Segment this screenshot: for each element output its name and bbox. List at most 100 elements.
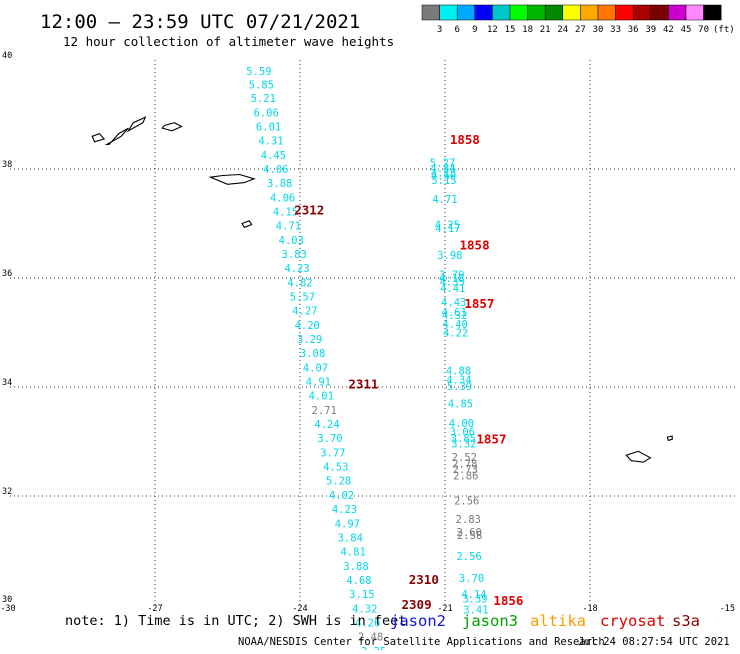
wave-height-label: 4.20 bbox=[295, 320, 320, 332]
wave-height-label: 5.85 bbox=[249, 80, 274, 92]
colorbar-tick: 33 bbox=[610, 25, 621, 35]
wave-height-label: 4.22 bbox=[443, 328, 468, 340]
colorbar-tick: 30 bbox=[593, 25, 604, 35]
wave-height-label: 5.27 bbox=[430, 157, 455, 169]
pass-time-label: 1857 bbox=[476, 431, 506, 446]
wave-height-label: 4.15 bbox=[273, 207, 298, 219]
chart-title: 12:00 — 23:59 UTC 07/21/2021 bbox=[40, 11, 360, 33]
pass-time-label: 1857 bbox=[464, 296, 494, 311]
wave-height-label: 3.39 bbox=[462, 593, 487, 605]
wave-height-label: 2.71 bbox=[312, 405, 337, 417]
footer-credit: NOAA/NESDIS Center for Satellite Applica… bbox=[238, 636, 605, 648]
wave-height-label: 6.01 bbox=[256, 121, 281, 133]
wave-height-label: 4.84 bbox=[430, 163, 455, 175]
colorbar-swatch bbox=[474, 4, 493, 21]
wave-height-label: 2.58 bbox=[457, 530, 482, 542]
wave-height-label: 4.34 bbox=[446, 374, 471, 386]
colorbar-tick: 15 bbox=[505, 25, 516, 35]
island-outline bbox=[91, 132, 106, 143]
pass-time-label: 1858 bbox=[460, 237, 490, 252]
island-outline bbox=[208, 173, 256, 185]
satellite-legend: jason2 jason3 altika cryosat s3a bbox=[390, 612, 700, 630]
x-tick-label: -27 bbox=[147, 604, 162, 614]
wave-height-label: 4.23 bbox=[332, 504, 357, 516]
colorbar-swatch bbox=[703, 4, 722, 21]
wave-height-label: 3.32 bbox=[451, 439, 476, 451]
wave-height-label: 4.82 bbox=[287, 277, 312, 289]
wave-height-label: 4.53 bbox=[323, 462, 348, 474]
wave-height-label: 4.03 bbox=[279, 235, 304, 247]
wave-height-label: 4.24 bbox=[314, 419, 339, 431]
wave-height-label: 3.83 bbox=[282, 249, 307, 261]
footer-timestamp: Jul 24 08:27:54 UTC 2021 bbox=[578, 636, 730, 648]
y-tick-label: 36 bbox=[2, 269, 12, 279]
colorbar-swatch bbox=[650, 4, 669, 21]
wave-height-label: 3.41 bbox=[463, 604, 488, 616]
wave-height-label: 2.60 bbox=[457, 527, 482, 539]
wave-height-label: 5.28 bbox=[326, 476, 351, 488]
colorbar-swatch bbox=[615, 4, 634, 21]
wave-height-label: 4.43 bbox=[441, 297, 466, 309]
wave-height-label: 4.27 bbox=[292, 306, 317, 318]
colorbar-swatch bbox=[580, 4, 599, 21]
wave-height-label: 4.45 bbox=[261, 150, 286, 162]
x-tick-label: -18 bbox=[582, 604, 597, 614]
wave-height-label: 5.59 bbox=[246, 66, 271, 78]
wave-height-label: 3.70 bbox=[317, 433, 342, 445]
plot-area: -30 -27 -24 -21 -18 -153032343638405.595.855.… bbox=[0, 51, 735, 654]
colorbar-swatch bbox=[632, 4, 652, 21]
colorbar-swatch bbox=[562, 4, 581, 21]
wave-height-label: 4.68 bbox=[346, 575, 371, 587]
y-tick-label: 40 bbox=[2, 51, 12, 61]
island-outline bbox=[161, 122, 183, 132]
wave-height-label: 3.88 bbox=[343, 561, 368, 573]
wave-height-label: 4.07 bbox=[303, 362, 328, 374]
wave-height-label: 4.17 bbox=[435, 223, 460, 235]
wave-height-label: 4.71 bbox=[276, 221, 301, 233]
colorbar-tick: 27 bbox=[575, 25, 586, 35]
wave-height-label: 4.91 bbox=[306, 377, 331, 389]
footer-note: note: 1) Time is in UTC; 2) SWH is in fe… bbox=[65, 613, 406, 629]
wave-height-label: 4.61 bbox=[442, 307, 467, 319]
wave-height-label: 4.01 bbox=[309, 391, 334, 403]
wave-height-label: 2.48 bbox=[358, 632, 383, 644]
wave-height-label: 4.25 bbox=[435, 220, 460, 232]
colorbar-tick: 36 bbox=[628, 25, 639, 35]
wave-height-label: 4.85 bbox=[448, 398, 473, 410]
pass-time-label: 2311 bbox=[348, 376, 378, 391]
wave-height-label: 4.06 bbox=[263, 164, 288, 176]
colorbar-tick: 42 bbox=[663, 25, 674, 35]
wave-height-label: 4.18 bbox=[439, 273, 464, 285]
island-outline bbox=[241, 220, 253, 228]
x-tick-label: -15 bbox=[720, 604, 735, 614]
island-outline bbox=[625, 450, 652, 463]
colorbar-swatch bbox=[597, 4, 616, 21]
colorbar-tick: 70 bbox=[698, 25, 709, 35]
wave-height-label: 3.08 bbox=[300, 348, 325, 360]
wave-height-label: 4.00 bbox=[449, 418, 474, 430]
island-outline bbox=[104, 127, 129, 146]
wave-height-label: 4.35 bbox=[440, 276, 465, 288]
pass-time-label: 1858 bbox=[450, 132, 480, 147]
wave-height-label: 4.23 bbox=[284, 263, 309, 275]
wave-height-label: 2.86 bbox=[453, 470, 478, 482]
legend-jason2: jason2 bbox=[390, 612, 446, 630]
colorbar-swatch bbox=[527, 4, 546, 21]
colorbar-tick: 39 bbox=[645, 25, 656, 35]
y-tick-label: 34 bbox=[2, 378, 12, 388]
x-tick-label: -30 bbox=[0, 604, 15, 614]
colorbar-tick: 3 bbox=[437, 25, 442, 35]
wave-height-label: 4.02 bbox=[329, 490, 354, 502]
colorbar-tick: 18 bbox=[522, 25, 533, 35]
pass-time-label: 2312 bbox=[294, 202, 324, 217]
y-tick-label: 38 bbox=[2, 160, 12, 170]
wave-height-label: 3.88 bbox=[267, 178, 292, 190]
wave-height-label: 4.18 bbox=[431, 167, 456, 179]
island-outline bbox=[666, 435, 673, 442]
wave-height-label: 4.81 bbox=[341, 547, 366, 559]
legend-s3a: s3a bbox=[672, 612, 700, 630]
colorbar: 3 6 9 12 15 18 21 24 27 30 33 36 39 42 45 70 bbox=[421, 4, 722, 35]
colorbar-swatch bbox=[544, 4, 564, 21]
wave-height-label: 4.60 bbox=[431, 171, 456, 183]
